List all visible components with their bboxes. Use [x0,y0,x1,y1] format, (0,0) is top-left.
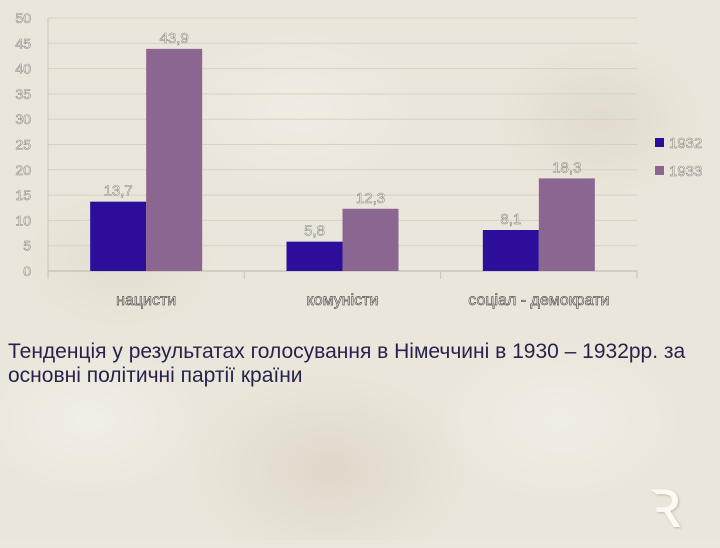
y-tick-label: 15 [15,187,31,203]
data-label: 18,3 [552,159,581,176]
bar-1932-2 [286,241,343,271]
bar-1933-2 [342,208,399,271]
bar-1932-3 [482,230,539,271]
category-label: нацисти [116,292,176,309]
bar-1932-1 [90,201,147,271]
y-tick-label: 5 [23,238,31,254]
ornament-decoration: ꝛ [648,462,682,544]
data-label: 12,3 [356,190,385,207]
y-tick-label: 10 [15,212,31,228]
legend-label-1933: 1933 [669,163,702,180]
data-label: 43,9 [160,30,189,47]
y-tick-label: 50 [15,10,31,26]
y-tick-label: 35 [15,86,31,102]
bar-chart: 0 5 10 15 20 25 30 35 40 45 50 13,7 43,9 нацисти 5,8 12… [15,10,703,310]
data-label: 5,8 [304,223,325,240]
y-tick-label: 40 [15,61,31,77]
bar-1933-3 [538,178,595,271]
bar-1933-1 [146,48,203,272]
legend-swatch-1932 [655,138,664,147]
data-label: 13,7 [104,183,133,200]
y-tick-label: 25 [15,137,31,153]
y-tick-label: 45 [15,35,31,51]
legend-swatch-1933 [655,166,664,175]
legend-label-1932: 1932 [669,135,702,152]
category-label: соціал - демократи [468,292,609,309]
y-tick-label: 30 [15,111,31,127]
y-tick-label: 0 [23,263,31,279]
data-label: 8,1 [500,211,521,228]
y-tick-label: 20 [15,162,31,178]
category-label: комуністи [307,292,379,309]
slide-caption: Тенденція у результатах голосування в Ні… [8,340,686,387]
